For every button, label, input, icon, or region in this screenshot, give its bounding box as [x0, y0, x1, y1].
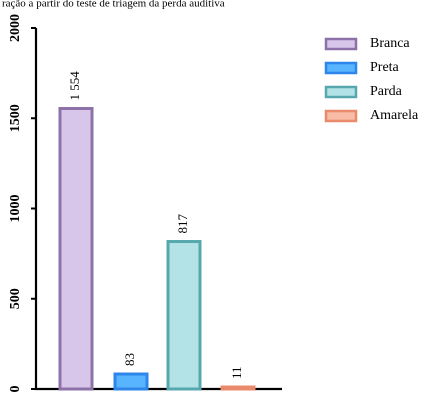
y-tick-label: 0: [8, 386, 23, 393]
bar-amarela: [220, 385, 256, 391]
value-label-parda: 817: [175, 214, 190, 234]
y-tick-label: 1500: [8, 104, 23, 132]
legend-label-amarela: Amarela: [370, 108, 419, 123]
bar-branca: [58, 107, 94, 391]
header-text: ração a partir do teste de triagem da pe…: [2, 0, 225, 10]
legend-swatch-amarela: [324, 109, 358, 123]
legend-label-branca: Branca: [370, 36, 410, 51]
value-label-amarela: 11: [229, 366, 244, 379]
legend-swatch-branca: [324, 37, 358, 51]
legend-label-preta: Preta: [370, 60, 400, 75]
bar-preta: [113, 372, 149, 391]
legend-swatch-preta: [324, 61, 358, 75]
legend-label-parda: Parda: [370, 84, 403, 99]
y-tick-label: 2000: [8, 14, 23, 42]
value-label-preta: 83: [122, 353, 137, 366]
value-label-branca: 1 554: [67, 71, 82, 101]
legend-swatch-parda: [324, 85, 358, 99]
bar-parda: [166, 240, 202, 391]
y-tick-label: 500: [8, 288, 23, 309]
y-tick-label: 1000: [8, 195, 23, 223]
